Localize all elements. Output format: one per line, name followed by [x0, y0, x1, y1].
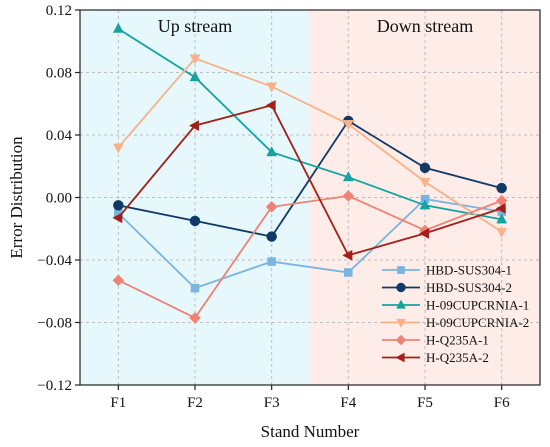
legend-label-3: H-09CUPCRNIA-2 — [426, 315, 529, 330]
data-point-s2-0 — [112, 22, 124, 33]
data-point-s0-2 — [267, 257, 276, 266]
y-tick-label-6: 0.12 — [46, 3, 72, 19]
region-labels: Up stream Down stream — [158, 16, 473, 36]
data-point-s2-4 — [419, 199, 431, 210]
data-point-s4-0 — [112, 274, 125, 287]
legend-marker-2 — [396, 299, 406, 309]
legend-label-2: H-09CUPCRNIA-1 — [426, 298, 529, 313]
y-tick-label-1: −0.08 — [37, 316, 72, 332]
x-tick-label-4: F5 — [417, 395, 433, 411]
x-tick-label-3: F4 — [340, 395, 356, 411]
region-label-1: Down stream — [377, 16, 473, 36]
data-point-s1-4 — [419, 162, 431, 174]
data-point-s5-0 — [112, 212, 123, 224]
x-tick-label-2: F3 — [264, 395, 280, 411]
data-point-s2-2 — [266, 146, 278, 157]
legend: HBD-SUS304-1 HBD-SUS304-2 H-09CUPCRNIA-1 H-… — [382, 263, 529, 365]
legend-item-2: H-09CUPCRNIA-1 — [382, 298, 529, 313]
x-tick-label-0: F1 — [110, 395, 126, 411]
legend-label-5: H-Q235A-2 — [426, 350, 489, 365]
legend-marker-5 — [395, 352, 405, 363]
series-3 — [112, 54, 508, 238]
series-5 — [112, 99, 506, 261]
data-point-s3-0 — [112, 143, 124, 154]
y-axis-title: Error Distribution — [7, 136, 26, 259]
legend-marker-0 — [397, 266, 405, 274]
data-point-s2-5 — [496, 213, 508, 224]
legend-label-1: HBD-SUS304-2 — [426, 280, 512, 295]
y-tick-label-2: −0.04 — [37, 253, 72, 269]
data-point-s5-2 — [265, 99, 276, 111]
data-point-s5-4 — [418, 228, 429, 239]
legend-item-0: HBD-SUS304-1 — [382, 263, 512, 278]
series-4 — [112, 190, 508, 324]
data-point-s2-1 — [189, 71, 201, 82]
region-label-0: Up stream — [158, 16, 232, 36]
x-tick-label-1: F2 — [187, 395, 203, 411]
series-line-5 — [117, 104, 502, 257]
data-point-s4-3 — [342, 190, 355, 202]
data-point-s4-2 — [265, 201, 278, 213]
y-tick-label-3: 0.00 — [46, 191, 72, 207]
data-point-s3-2 — [266, 82, 278, 93]
y-tick-label-5: 0.08 — [46, 66, 72, 82]
data-point-s1-0 — [113, 200, 124, 211]
legend-item-5: H-Q235A-2 — [382, 350, 489, 365]
y-tick-label-0: −0.12 — [37, 378, 72, 394]
data-point-s3-4 — [419, 177, 431, 188]
data-point-s5-5 — [495, 203, 506, 214]
data-point-s3-1 — [189, 54, 201, 65]
legend-marker-3 — [396, 318, 406, 328]
x-axis-title: Stand Number — [261, 422, 360, 441]
axis-ticks: −0.12 −0.08 −0.04 0.00 0.04 0.08 0.12 F1 F2 F3 F4 F… — [37, 3, 510, 411]
legend-marker-4 — [395, 334, 407, 346]
legend-label-4: H-Q235A-1 — [426, 333, 489, 348]
y-tick-label-4: 0.04 — [46, 128, 73, 144]
data-point-s4-1 — [189, 311, 201, 324]
data-point-s1-1 — [189, 215, 201, 227]
series-2 — [112, 22, 508, 224]
data-point-s1-2 — [266, 231, 277, 242]
grid-lines — [80, 10, 540, 385]
data-point-s3-5 — [496, 227, 508, 238]
x-tick-label-5: F6 — [494, 395, 510, 411]
data-point-s5-1 — [188, 120, 199, 132]
data-point-s2-3 — [342, 171, 354, 182]
data-series — [112, 22, 508, 324]
data-point-s5-3 — [342, 249, 353, 261]
data-point-s1-5 — [496, 182, 507, 194]
legend-marker-1 — [396, 282, 406, 293]
series-line-4 — [117, 194, 503, 319]
legend-item-1: HBD-SUS304-2 — [382, 280, 512, 295]
legend-item-4: H-Q235A-1 — [382, 333, 489, 348]
series-line-3 — [117, 57, 503, 233]
data-point-s3-3 — [342, 120, 354, 131]
series-line-0 — [117, 198, 502, 290]
series-line-2 — [117, 28, 502, 221]
data-point-s0-3 — [344, 268, 353, 277]
legend-item-3: H-09CUPCRNIA-2 — [382, 315, 529, 330]
data-point-s0-1 — [190, 283, 200, 293]
legend-label-0: HBD-SUS304-1 — [426, 263, 512, 278]
